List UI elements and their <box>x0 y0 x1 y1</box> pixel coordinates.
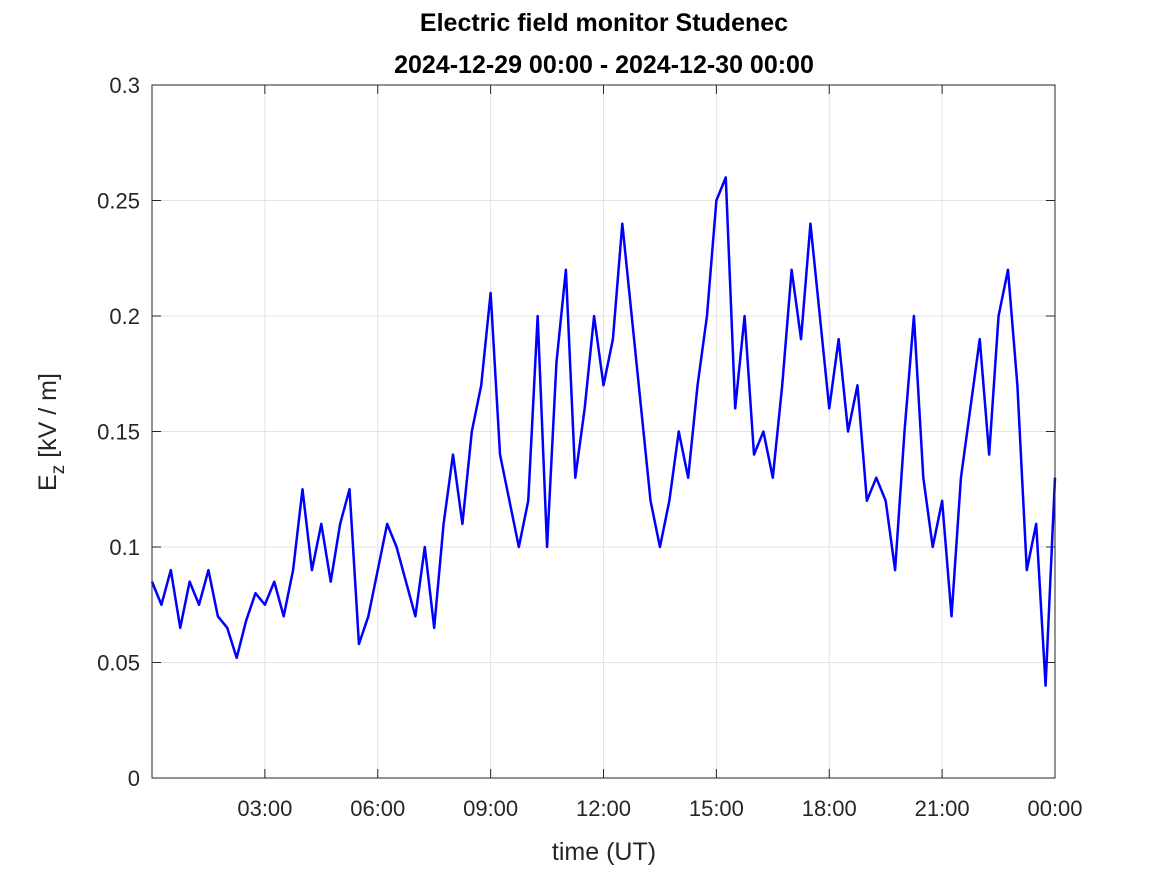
x-tick-label: 18:00 <box>802 796 857 821</box>
y-tick-label: 0.1 <box>109 535 140 560</box>
y-tick-label: 0.3 <box>109 73 140 98</box>
y-tick-label: 0 <box>128 766 140 791</box>
y-axis-label: Ez [kV / m] <box>34 373 69 491</box>
y-label-subscript: z <box>48 465 69 475</box>
y-label-symbol: E <box>34 474 62 491</box>
y-label-unit: [kV / m] <box>34 373 62 465</box>
axes-box <box>151 84 1056 779</box>
chart-title: Electric field monitor Studenec <box>420 9 788 37</box>
x-tick-label: 06:00 <box>350 796 405 821</box>
x-tick-label: 03:00 <box>237 796 292 821</box>
y-tick-label: 0.05 <box>97 651 140 676</box>
x-tick-label: 09:00 <box>463 796 518 821</box>
y-tick-label: 0.15 <box>97 420 140 445</box>
chart-subtitle: 2024-12-29 00:00 - 2024-12-30 00:00 <box>394 51 814 79</box>
x-tick-label: 15:00 <box>689 796 744 821</box>
data-line <box>150 176 1057 687</box>
y-tick-label: 0.25 <box>97 189 140 214</box>
y-tick-label: 0.2 <box>109 304 140 329</box>
x-tick-label: 00:00 <box>1027 796 1082 821</box>
x-tick-label: 12:00 <box>576 796 631 821</box>
x-axis-label: time (UT) <box>552 838 656 866</box>
x-tick-label: 21:00 <box>915 796 970 821</box>
